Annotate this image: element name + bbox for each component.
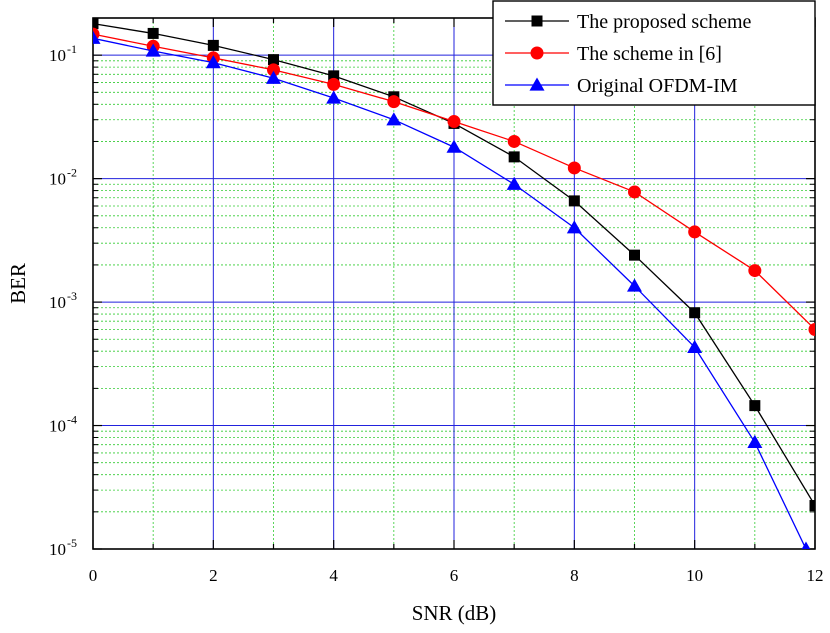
series-layer <box>93 18 815 549</box>
data-point <box>568 195 580 207</box>
legend-item: Original OFDM-IM <box>505 75 738 97</box>
x-tick-label: 8 <box>570 566 579 585</box>
data-point <box>508 151 520 163</box>
x-tick-label: 10 <box>686 566 703 585</box>
y-tick-label: 10 -3 <box>49 289 77 312</box>
data-point <box>748 264 762 278</box>
x-tick-labels: 0 2 4 6 8 10 12 <box>89 566 824 585</box>
series-3 <box>93 30 811 549</box>
y-tick-label: 10 -4 <box>49 413 77 436</box>
legend-item: The proposed scheme <box>505 11 752 33</box>
data-point <box>267 63 280 77</box>
data-point <box>447 115 461 129</box>
data-point <box>567 161 581 175</box>
y-tick-label: 10 -5 <box>49 536 77 559</box>
data-point <box>386 112 402 126</box>
legend-label: The scheme in [6] <box>577 43 722 65</box>
y-tick-exponent: -3 <box>67 289 77 303</box>
data-point <box>801 541 811 549</box>
y-tick-exponent: -4 <box>67 413 77 427</box>
y-tick-exponent: -2 <box>67 166 77 180</box>
y-tick-base: 10 <box>49 417 66 436</box>
data-point <box>268 54 279 66</box>
data-point <box>327 77 341 91</box>
data-point <box>387 95 401 109</box>
y-tick-exponent: -5 <box>67 536 77 550</box>
y-tick-label: 10 -1 <box>49 42 77 65</box>
data-point <box>808 322 815 336</box>
data-point <box>93 18 99 30</box>
data-point <box>688 225 702 239</box>
data-point <box>145 43 161 57</box>
legend-marker <box>531 15 543 27</box>
major-grid <box>93 18 815 549</box>
y-tick-base: 10 <box>49 170 66 189</box>
data-point <box>749 400 761 412</box>
y-axis-title: BER <box>6 263 30 304</box>
y-tick-base: 10 <box>49 293 66 312</box>
data-point <box>506 176 522 190</box>
x-tick-label: 0 <box>89 566 98 585</box>
legend-marker <box>529 77 545 91</box>
x-tick-label: 4 <box>329 566 338 585</box>
data-point <box>687 339 703 353</box>
y-tick-label: 10 -2 <box>49 166 77 189</box>
legend-marker <box>530 46 544 60</box>
data-point <box>266 70 281 84</box>
data-point <box>689 307 701 319</box>
x-tick-label: 12 <box>807 566 824 585</box>
data-point <box>566 220 582 234</box>
x-axis-title: SNR (dB) <box>412 601 497 625</box>
data-point <box>205 55 221 69</box>
legend: The proposed scheme The scheme in [6] Orig… <box>492 0 816 106</box>
x-tick-label: 2 <box>209 566 218 585</box>
data-point <box>628 185 641 199</box>
y-tick-labels: 10-110-210-310-410-5 <box>49 42 77 559</box>
data-point <box>747 434 763 449</box>
data-point <box>328 70 340 82</box>
y-tick-base: 10 <box>49 540 66 559</box>
x-tick-label: 6 <box>450 566 459 585</box>
series-line <box>93 37 807 549</box>
data-point <box>809 500 815 512</box>
legend-label: The proposed scheme <box>577 11 752 33</box>
legend-item: The scheme in [6] <box>505 43 722 65</box>
series-2 <box>93 27 815 336</box>
data-point <box>446 139 462 153</box>
y-tick-base: 10 <box>49 46 66 65</box>
data-point <box>629 249 640 261</box>
y-tick-exponent: -1 <box>67 42 77 56</box>
legend-label: Original OFDM-IM <box>577 75 738 97</box>
data-point <box>507 134 521 148</box>
data-point <box>627 278 642 292</box>
data-point <box>207 39 219 51</box>
data-point <box>147 27 159 39</box>
data-point <box>326 90 342 104</box>
data-point <box>93 30 101 44</box>
